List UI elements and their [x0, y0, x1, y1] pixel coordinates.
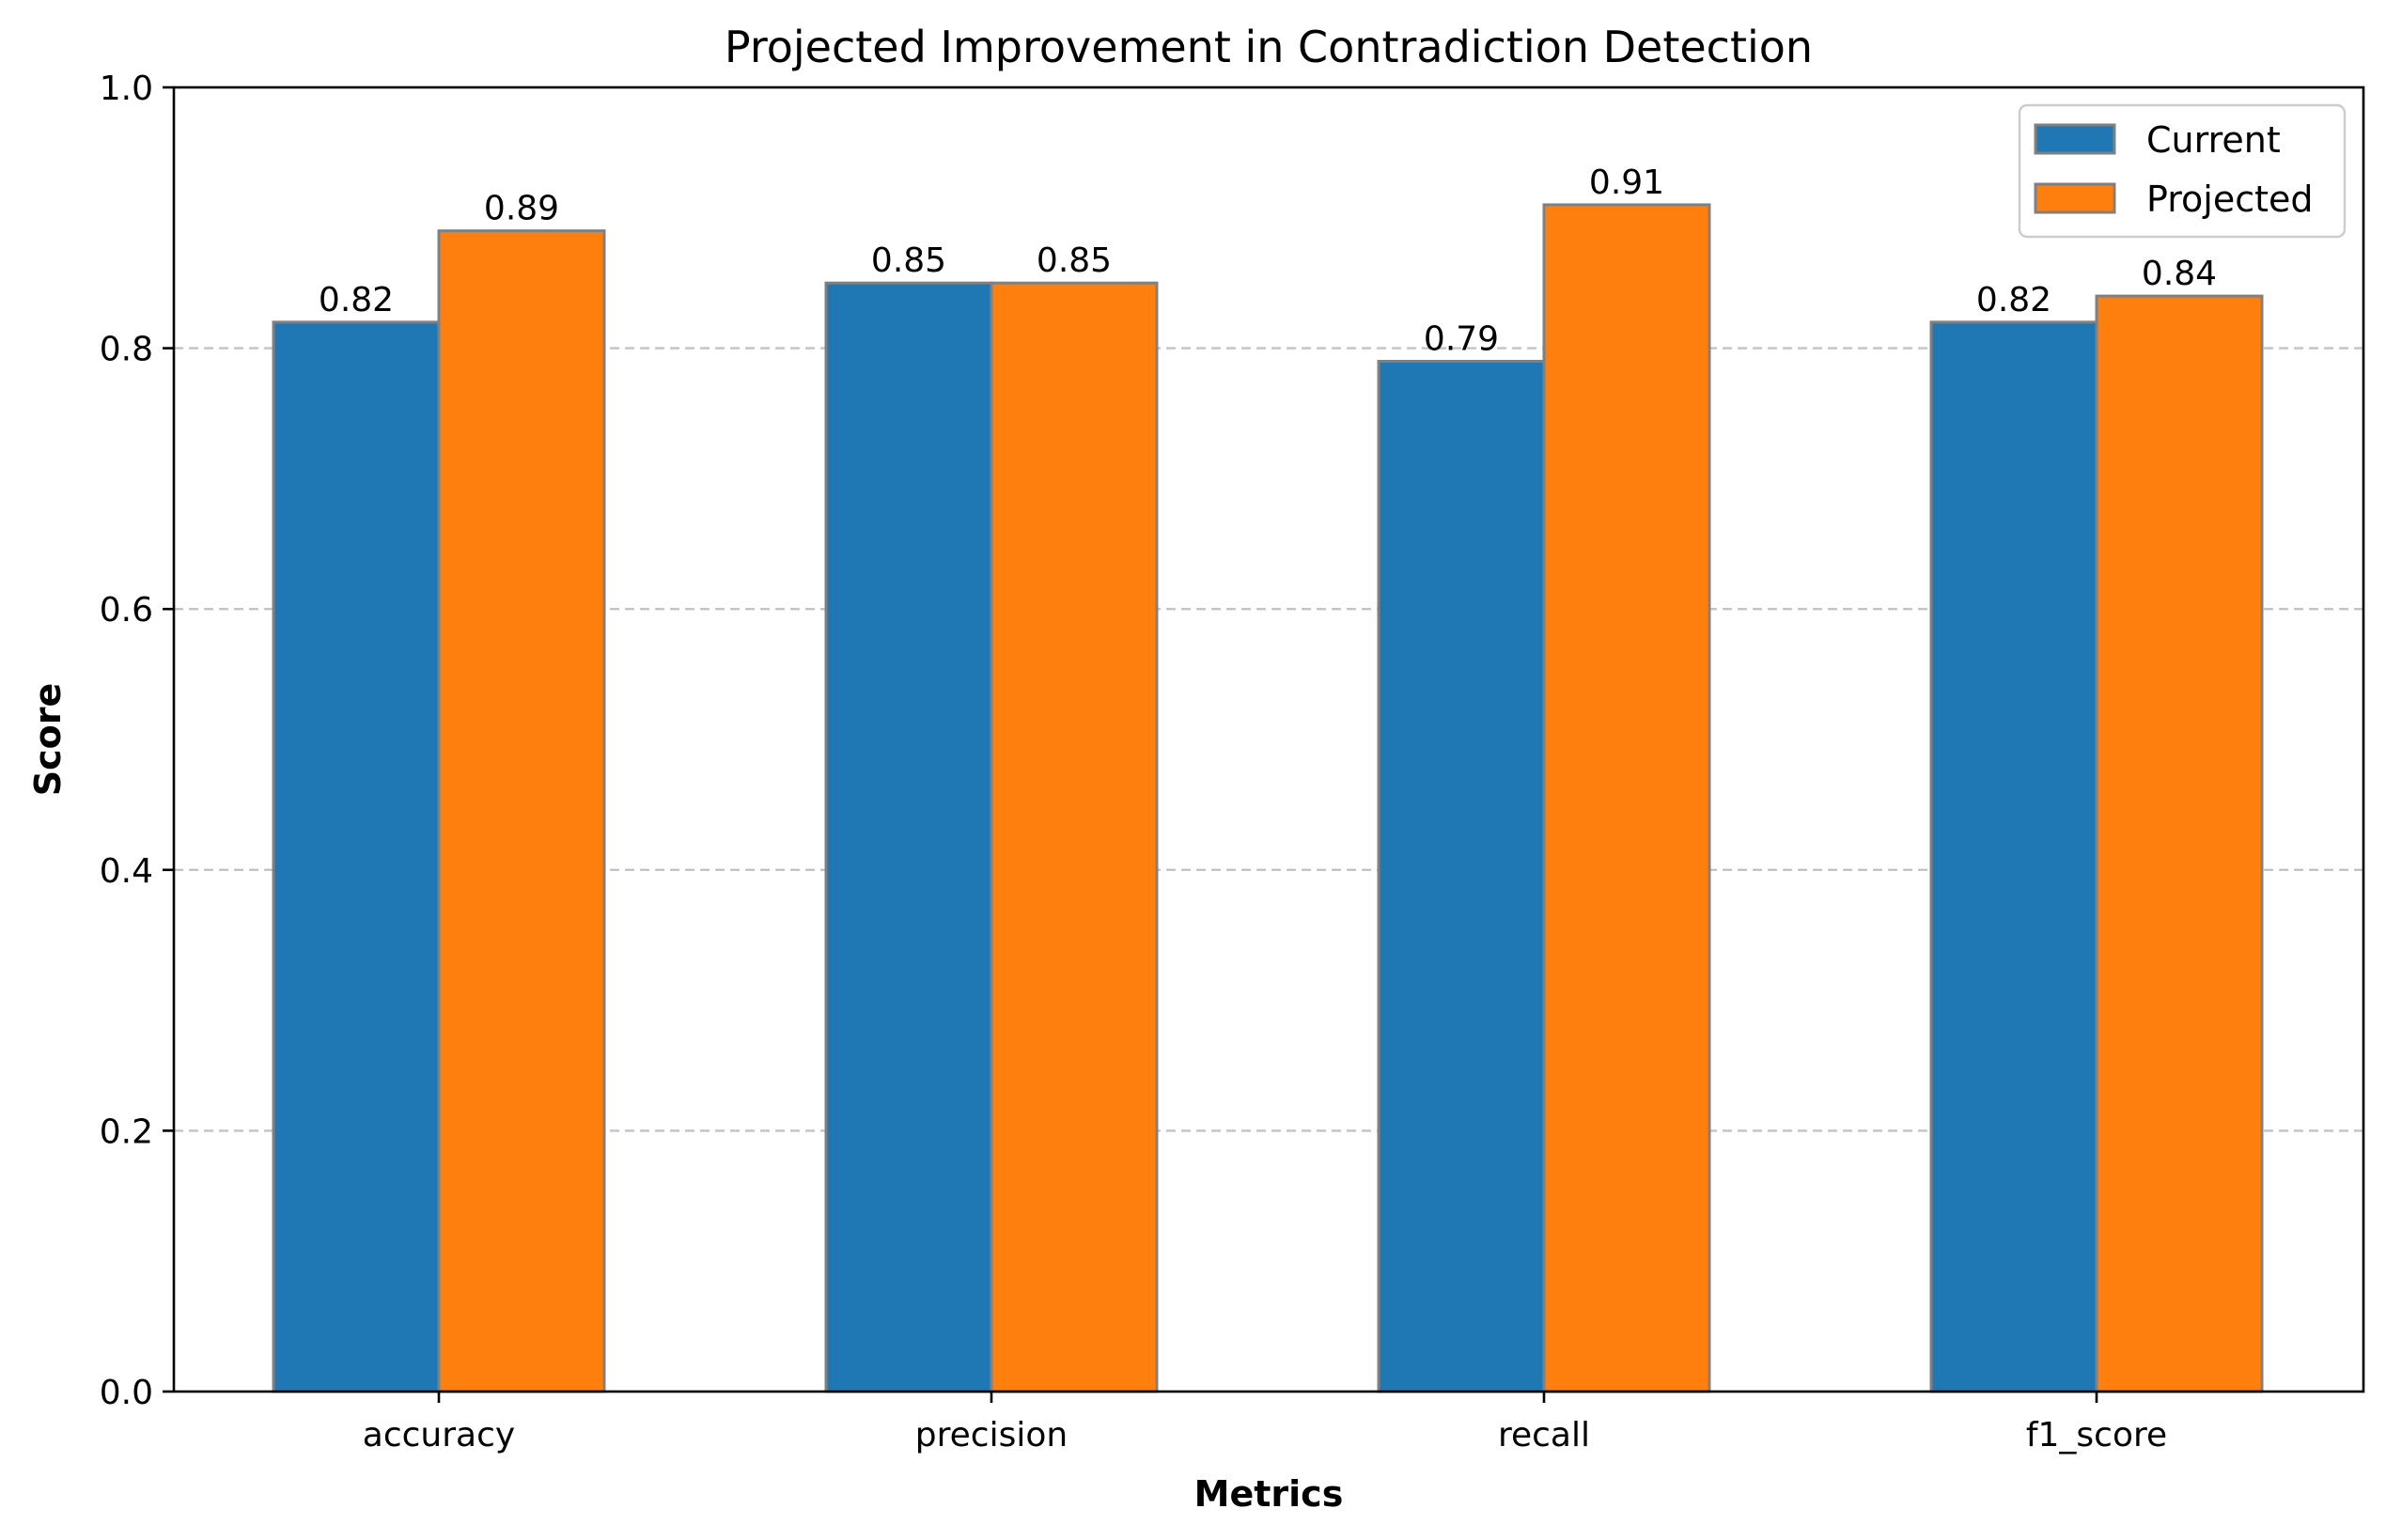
bar-current-f1-score [1929, 320, 2098, 1393]
data-label-projected-recall: 0.91 [1589, 163, 1664, 202]
bar-projected-f1-score [2095, 294, 2264, 1393]
y-tick-label: 0.8 [100, 331, 153, 369]
bar-projected-accuracy [437, 229, 606, 1393]
legend: Current Projected [2018, 103, 2347, 239]
legend-swatch-projected [2034, 182, 2116, 214]
x-tick-label-recall: recall [1498, 1416, 1590, 1454]
x-axis-ticks: accuracy precision recall f1_score [363, 1392, 2167, 1454]
data-labels: 0.82 0.89 0.85 0.85 0.79 0.91 0.82 0.84 [319, 163, 2217, 359]
chart-title: Projected Improvement in Contradiction D… [725, 22, 1813, 72]
bar-projected-precision [990, 281, 1159, 1393]
data-label-current-f1-score: 0.82 [1976, 281, 2051, 319]
data-label-projected-accuracy: 0.89 [484, 190, 559, 228]
data-label-projected-precision: 0.85 [1037, 241, 1112, 280]
bar-current-recall [1377, 359, 1546, 1393]
plot-frame [172, 86, 2365, 1393]
x-tick-label-precision: precision [915, 1416, 1068, 1454]
bar-current-precision [824, 281, 993, 1393]
x-tick-label-f1-score: f1_score [2026, 1416, 2167, 1454]
y-tick-label: 0.0 [100, 1374, 153, 1412]
bar-projected-recall [1542, 203, 1711, 1393]
data-label-current-recall: 0.79 [1424, 319, 1499, 358]
legend-swatch-current [2034, 123, 2116, 155]
legend-label-projected: Projected [2146, 179, 2314, 220]
y-axis-ticks: 0.0 0.2 0.4 0.6 0.8 1.0 [100, 70, 174, 1412]
y-tick-label: 0.4 [100, 852, 153, 891]
bar-current-accuracy [272, 320, 441, 1393]
y-tick-label: 1.0 [100, 70, 153, 108]
data-label-current-precision: 0.85 [871, 241, 946, 280]
y-tick-label: 0.2 [100, 1112, 153, 1151]
x-axis-label: Metrics [1194, 1473, 1344, 1515]
legend-label-current: Current [2146, 119, 2281, 161]
y-axis-label: Score [27, 683, 69, 797]
x-tick-label-accuracy: accuracy [363, 1416, 515, 1454]
data-label-projected-f1-score: 0.84 [2142, 255, 2217, 293]
y-tick-label: 0.6 [100, 591, 153, 630]
data-label-current-accuracy: 0.82 [319, 281, 394, 319]
